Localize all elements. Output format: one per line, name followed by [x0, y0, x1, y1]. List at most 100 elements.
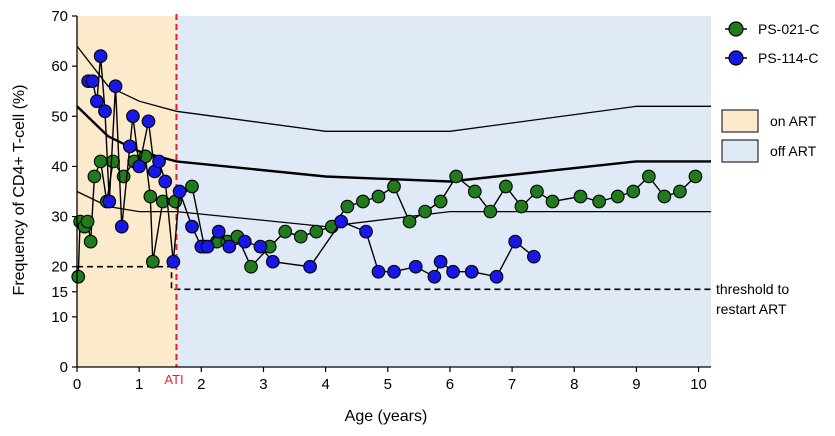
data-point	[427, 269, 442, 284]
data-point	[126, 109, 140, 124]
data-point	[408, 259, 423, 274]
data-point	[143, 189, 158, 204]
data-point	[530, 184, 544, 199]
data-point	[102, 194, 117, 209]
data-point	[688, 169, 703, 184]
data-point	[71, 269, 86, 284]
legend-swatch-off-art	[721, 139, 759, 163]
data-point	[83, 234, 98, 249]
threshold-line	[77, 265, 711, 291]
data-point	[499, 179, 513, 194]
legend: PS-021-C PS-114-C on ART off ART	[721, 21, 819, 163]
x-tick-label: 6	[446, 376, 454, 393]
data-point	[222, 239, 237, 254]
data-point	[80, 214, 95, 229]
x-axis-label: Age (years)	[345, 408, 428, 425]
data-point	[244, 259, 258, 274]
data-point	[387, 179, 401, 194]
data-point	[334, 214, 349, 229]
x-tick-label: 9	[632, 376, 640, 393]
data-point	[508, 234, 523, 249]
region-on-art	[77, 16, 177, 367]
data-point	[573, 189, 588, 204]
data-point	[309, 224, 324, 239]
data-point	[356, 194, 370, 209]
data-point	[610, 189, 625, 204]
data-point	[185, 179, 199, 194]
data-point	[172, 184, 187, 199]
data-point	[93, 49, 108, 63]
legend-label-ps114: PS-114-C	[758, 50, 818, 66]
data-point	[253, 239, 268, 254]
data-point	[114, 219, 129, 234]
y-tick-label: 30	[51, 209, 68, 226]
data-point	[265, 254, 280, 269]
data-point	[211, 224, 226, 239]
data-point	[108, 79, 123, 94]
data-point	[545, 194, 560, 209]
legend-marker-ps114	[728, 50, 744, 66]
x-tick-label: 1	[135, 376, 143, 393]
series-1	[71, 149, 703, 284]
data-point	[626, 184, 641, 199]
threshold	[77, 265, 711, 291]
data-point	[359, 224, 373, 239]
y-tick-label: 0	[60, 359, 68, 376]
data-point	[93, 154, 108, 169]
data-point	[592, 194, 606, 209]
data-point	[489, 269, 504, 284]
data-point	[433, 254, 448, 269]
x-tick-label: 10	[690, 376, 707, 393]
y-axis-label: Frequency of CD4+ T-cell (%)	[11, 85, 28, 296]
data-point	[98, 104, 112, 119]
data-point	[158, 174, 173, 189]
x-tick-label: 3	[259, 376, 267, 393]
legend-label-off-art: off ART	[770, 143, 817, 159]
x-tick-label: 4	[321, 376, 329, 393]
axes: 0 1 2 3 4 5 6 7 8 9 10 0 10 15 20 30 40 50 60 70	[51, 8, 711, 393]
data-point	[371, 189, 386, 204]
data-point	[402, 214, 417, 229]
data-point	[152, 154, 166, 169]
data-point	[418, 204, 432, 219]
data-point	[90, 94, 104, 109]
threshold-label-line2: restart ART	[716, 301, 787, 317]
y-tick-label: 10	[51, 309, 68, 326]
data-series	[71, 49, 703, 284]
data-point	[106, 154, 120, 169]
legend-swatch-on-art	[721, 109, 759, 133]
x-tick-label: 0	[73, 376, 81, 393]
legend-marker-ps021	[728, 21, 744, 37]
legend-label-ps021: PS-021-C	[758, 21, 819, 37]
data-point	[673, 184, 687, 199]
y-tick-label: 60	[51, 58, 68, 75]
data-point	[527, 249, 541, 264]
data-point	[446, 264, 460, 279]
y-tick-label: 70	[51, 8, 68, 25]
data-point	[514, 199, 529, 214]
data-point	[185, 219, 199, 234]
y-tick-label: 50	[51, 108, 68, 125]
data-point	[483, 204, 498, 219]
legend-label-on-art: on ART	[770, 113, 817, 129]
data-point	[166, 254, 181, 269]
data-point	[122, 139, 137, 154]
data-point	[237, 234, 252, 249]
data-point	[449, 169, 464, 184]
x-tick-label: 8	[570, 376, 578, 393]
threshold-label-line1: threshold to	[716, 281, 789, 297]
y-tick-label: 20	[51, 259, 68, 276]
ati-label: ATI	[164, 372, 183, 387]
data-point	[371, 264, 386, 279]
x-tick-label: 7	[508, 376, 516, 393]
y-tick-label: 15	[51, 284, 68, 301]
data-point	[132, 159, 147, 174]
data-point	[293, 229, 308, 244]
data-point	[641, 169, 656, 184]
data-point	[145, 254, 160, 269]
data-point	[340, 199, 355, 214]
data-point	[278, 224, 293, 239]
data-point	[464, 264, 479, 279]
data-point	[657, 189, 672, 204]
